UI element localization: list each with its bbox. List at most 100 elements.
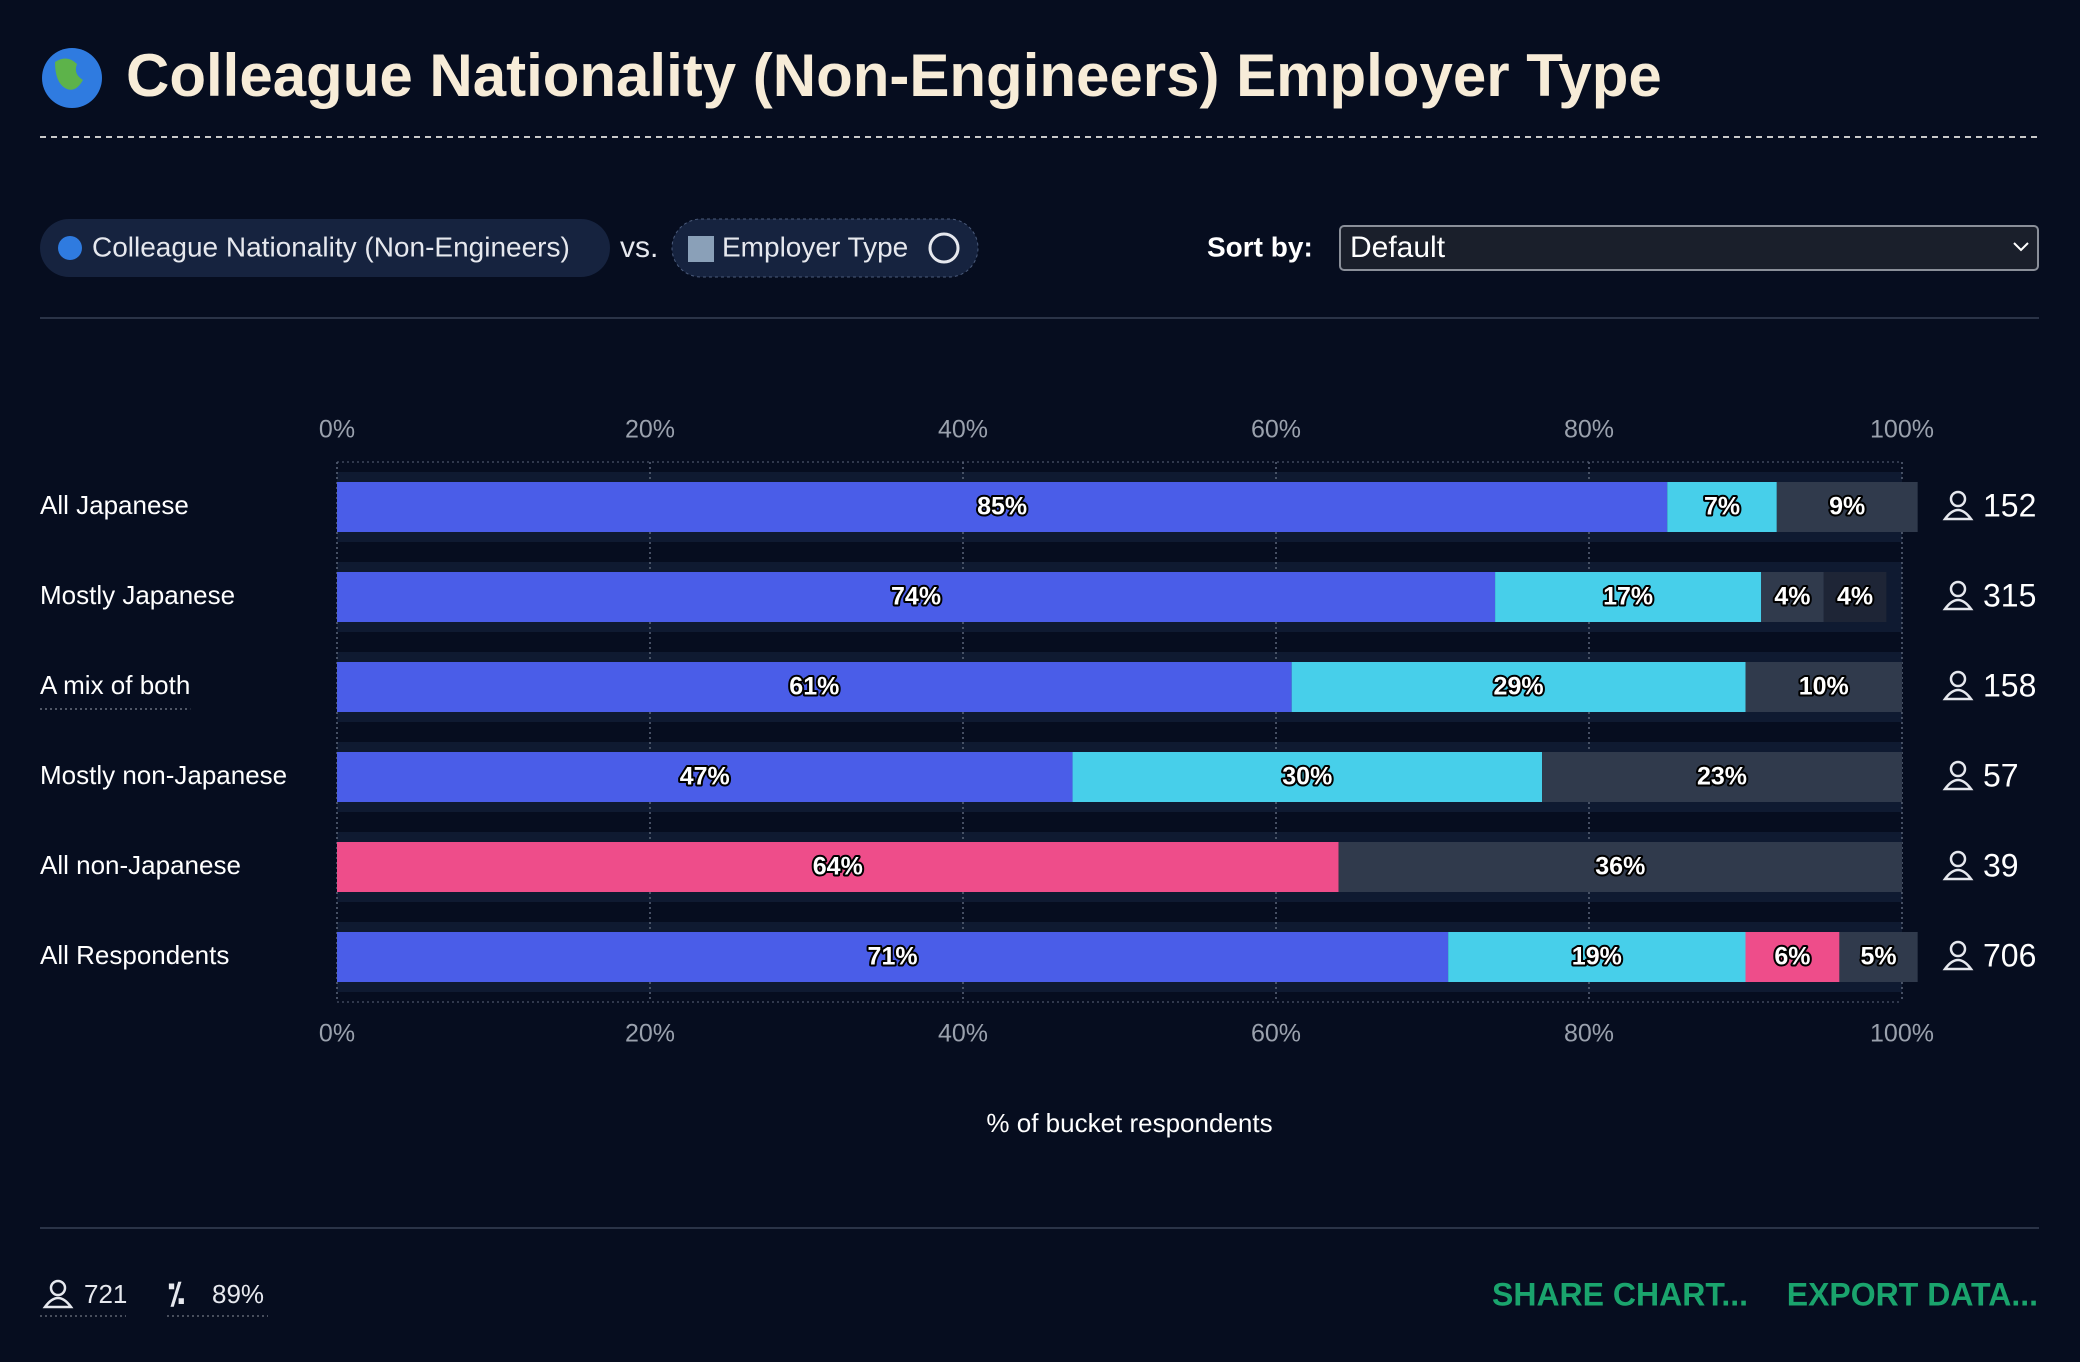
value-label: 4% xyxy=(1837,583,1873,611)
chip-label: Colleague Nationality (Non-Engineers) xyxy=(92,231,570,262)
x-tick-label: 20% xyxy=(625,1020,675,1048)
x-tick-label: 0% xyxy=(319,416,355,444)
person-body xyxy=(1942,778,1974,791)
x-tick-label: 0% xyxy=(319,1020,355,1048)
bar-segment xyxy=(337,482,1668,532)
bar-segment xyxy=(1745,932,1840,982)
x-tick-label: 80% xyxy=(1564,416,1614,444)
value-label: 7% xyxy=(1704,493,1740,521)
value-label: 47% xyxy=(680,763,730,791)
x-tick-label: 60% xyxy=(1251,1020,1301,1048)
chip-icon xyxy=(58,236,82,260)
page-title: Colleague Nationality (Non-Engineers) Em… xyxy=(126,42,1662,109)
sort-label: Sort by: xyxy=(1207,231,1313,262)
row-count: 152 xyxy=(1983,487,2036,523)
x-tick-label: 100% xyxy=(1870,416,1934,444)
person-body xyxy=(1942,688,1974,701)
chip-label: Employer Type xyxy=(722,231,908,262)
row-count: 158 xyxy=(1983,667,2036,703)
bar-segment xyxy=(1761,572,1824,622)
person-body xyxy=(1942,868,1974,881)
bar-segment xyxy=(1495,572,1762,622)
value-label: 29% xyxy=(1494,673,1544,701)
person-icon xyxy=(1942,850,1974,881)
x-tick-label: 80% xyxy=(1564,1020,1614,1048)
person-head xyxy=(1949,850,1967,868)
value-label: 4% xyxy=(1774,583,1810,611)
x-tick-label: 40% xyxy=(938,416,988,444)
row-count: 706 xyxy=(1983,937,2036,973)
row-label: All Respondents xyxy=(40,940,229,970)
select-arrow xyxy=(2013,242,2029,252)
value-label: 74% xyxy=(891,583,941,611)
bar-segment xyxy=(1776,482,1918,532)
person-icon xyxy=(1942,940,1974,971)
value-label: 30% xyxy=(1282,763,1332,791)
person-head xyxy=(1949,760,1967,778)
value-label: 61% xyxy=(789,673,839,701)
bar-segment xyxy=(1072,752,1543,802)
chip-icon xyxy=(688,236,714,262)
row-label: Mostly non-Japanese xyxy=(40,760,287,790)
bar-segment xyxy=(337,842,1339,892)
value-label: 6% xyxy=(1774,943,1810,971)
respondents-count: 721 xyxy=(84,1279,127,1309)
value-label: 10% xyxy=(1799,673,1849,701)
x-tick-label: 60% xyxy=(1251,416,1301,444)
row-label: All Japanese xyxy=(40,490,189,520)
bar-segment xyxy=(1542,752,1902,802)
bar-segment xyxy=(1291,662,1746,712)
value-label: 17% xyxy=(1603,583,1653,611)
variable-chip[interactable] xyxy=(671,218,979,278)
vs-label: vs. xyxy=(620,231,658,264)
bar-segment xyxy=(337,572,1496,622)
sort-value: Default xyxy=(1350,231,1446,264)
x-tick-label: 40% xyxy=(938,1020,988,1048)
share-button[interactable]: SHARE CHART... xyxy=(1492,1276,1748,1312)
value-label: 9% xyxy=(1829,493,1865,521)
row-count: 57 xyxy=(1983,757,2019,793)
percent-value: 89% xyxy=(212,1279,264,1309)
person-body xyxy=(1942,598,1974,611)
bar-segment xyxy=(1338,842,1902,892)
globe-icon xyxy=(42,48,102,108)
bar-segment xyxy=(1745,662,1902,712)
help-icon[interactable] xyxy=(928,232,960,264)
value-label: 36% xyxy=(1595,853,1645,881)
person-head xyxy=(1949,940,1967,958)
person-head xyxy=(1949,670,1967,688)
person-body xyxy=(1942,508,1974,521)
person-icon xyxy=(1942,670,1974,701)
sort-select[interactable] xyxy=(1339,225,2039,271)
person-body xyxy=(1942,958,1974,971)
bar-segment xyxy=(1448,932,1746,982)
variable-chip[interactable] xyxy=(40,219,610,277)
bar-segment xyxy=(337,662,1292,712)
percent-icon: ⁒ xyxy=(168,1278,185,1311)
chart: 0% 0% 20% 20% 40% 40% 60% 60% 80% 80% 100% 100% All … xyxy=(40,416,2036,1138)
x-axis-title: % of bucket respondents xyxy=(986,1108,1272,1138)
bar-segment xyxy=(1667,482,1777,532)
row-count: 39 xyxy=(1983,847,2019,883)
x-tick-label: 20% xyxy=(625,416,675,444)
bar-segment xyxy=(1823,572,1887,622)
person-icon xyxy=(1942,760,1974,791)
x-tick-label: 100% xyxy=(1870,1020,1934,1048)
row-label: All non-Japanese xyxy=(40,850,241,880)
export-button[interactable]: EXPORT DATA... xyxy=(1787,1276,2038,1312)
person-icon xyxy=(1942,580,1974,611)
bar-segment xyxy=(1839,932,1918,982)
bar-segment xyxy=(337,932,1449,982)
bar-segment xyxy=(337,752,1073,802)
row-label: A mix of both xyxy=(40,670,190,700)
value-label: 71% xyxy=(868,943,918,971)
value-label: 23% xyxy=(1697,763,1747,791)
value-label: 64% xyxy=(813,853,863,881)
person-icon xyxy=(42,1279,74,1309)
person-icon xyxy=(1942,490,1974,521)
value-label: 19% xyxy=(1572,943,1622,971)
person-head xyxy=(1949,490,1967,508)
row-count: 315 xyxy=(1983,577,2036,613)
value-label: 5% xyxy=(1860,943,1896,971)
